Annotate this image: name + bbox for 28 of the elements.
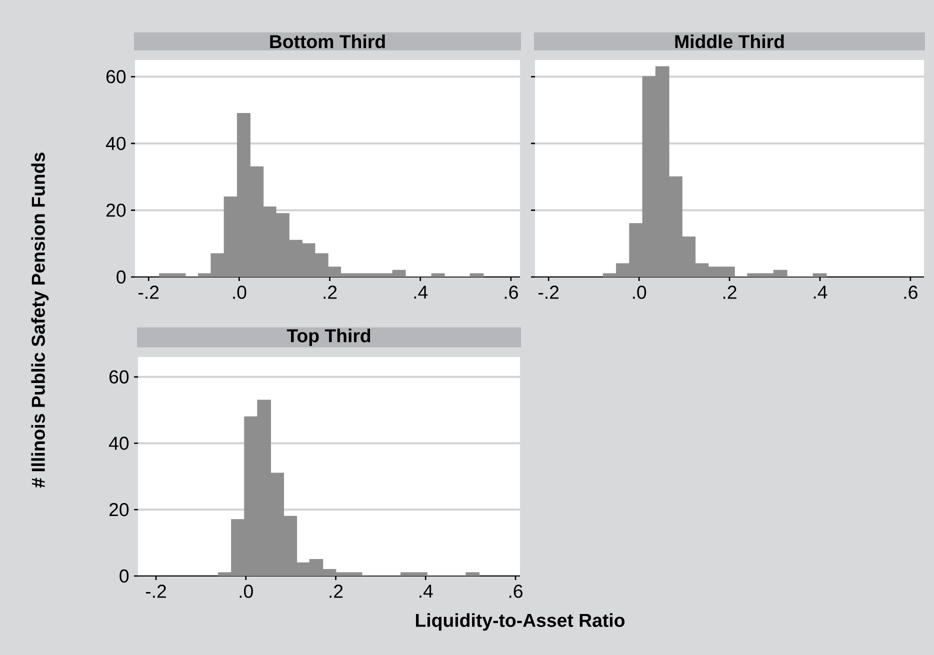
y-tick-label: 0 [120, 569, 129, 583]
x-axis-title: Liquidity-to-Asset Ratio [416, 613, 625, 631]
x-tick-label: .4 [814, 286, 828, 299]
x-tick-label: .4 [420, 584, 433, 598]
y-tick-label: 40 [106, 136, 126, 150]
chart-title: Middle Third [675, 34, 784, 48]
y-tick-label: 40 [108, 436, 129, 450]
x-tick-label: .6 [904, 286, 918, 299]
x-tick-label: .0 [240, 584, 253, 598]
y-tick-label: 20 [106, 204, 126, 217]
y-tick-label: 0 [116, 270, 126, 284]
x-tick-label: -.2 [138, 286, 159, 299]
x-tick-label: .0 [632, 286, 646, 299]
x-tick-label: .6 [509, 584, 522, 598]
chart-title: Bottom Third [270, 34, 385, 48]
x-tick-label: -.2 [538, 286, 559, 299]
y-tick-label: 60 [106, 70, 126, 84]
x-tick-label: -.2 [146, 584, 166, 598]
x-tick-label: .0 [233, 286, 246, 299]
x-tick-label: .4 [414, 286, 428, 299]
x-tick-label: .6 [504, 286, 518, 299]
x-tick-label: .2 [330, 584, 343, 598]
y-axis-title: # Illinois Public Safety Pension Funds [31, 152, 49, 488]
x-tick-label: .2 [324, 286, 337, 299]
y-tick-label: 60 [109, 370, 129, 384]
chart-title: Top Third [286, 328, 370, 346]
x-tick-label: .2 [723, 286, 736, 299]
y-tick-label: 20 [109, 503, 129, 516]
